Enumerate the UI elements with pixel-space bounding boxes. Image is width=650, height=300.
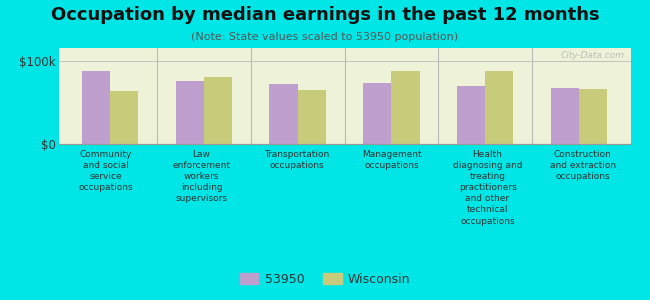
Text: Law
enforcement
workers
including
supervisors: Law enforcement workers including superv…: [172, 150, 231, 203]
Bar: [176, 81, 204, 144]
Bar: [298, 90, 326, 144]
Bar: [391, 70, 419, 144]
Bar: [204, 77, 232, 144]
Bar: [579, 89, 607, 144]
Bar: [110, 92, 138, 144]
Bar: [270, 84, 298, 144]
Legend: 53950, Wisconsin: 53950, Wisconsin: [235, 268, 415, 291]
Bar: [551, 88, 579, 144]
Text: Transportation
occupations: Transportation occupations: [264, 150, 330, 170]
Bar: [82, 71, 110, 144]
Text: Occupation by median earnings in the past 12 months: Occupation by median earnings in the pas…: [51, 6, 599, 24]
Bar: [363, 83, 391, 144]
Bar: [457, 85, 485, 144]
Text: Health
diagnosing and
treating
practitioners
and other
technical
occupations: Health diagnosing and treating practitio…: [453, 150, 522, 226]
Text: Construction
and extraction
occupations: Construction and extraction occupations: [550, 150, 616, 181]
Text: City-Data.com: City-Data.com: [561, 51, 625, 60]
Text: Community
and social
service
occupations: Community and social service occupations: [79, 150, 133, 192]
Bar: [485, 71, 514, 144]
Text: (Note: State values scaled to 53950 population): (Note: State values scaled to 53950 popu…: [192, 32, 458, 41]
Text: Management
occupations: Management occupations: [362, 150, 422, 170]
